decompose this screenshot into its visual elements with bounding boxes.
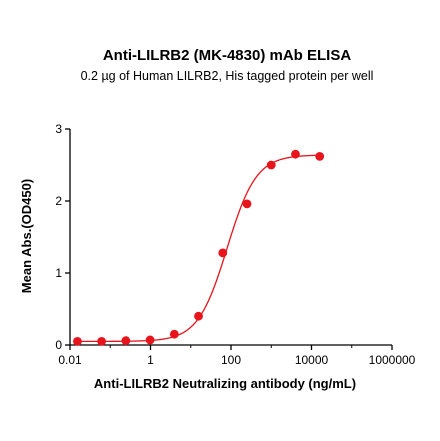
data-points-layer bbox=[73, 149, 325, 346]
y-tick-label: 3 bbox=[55, 122, 62, 136]
data-point bbox=[194, 311, 203, 321]
chart-title: Anti-LILRB2 (MK-4830) mAb ELISA bbox=[103, 47, 352, 64]
data-point bbox=[218, 248, 228, 258]
data-point bbox=[97, 337, 107, 346]
y-tick-label: 0 bbox=[55, 338, 62, 352]
data-point bbox=[145, 335, 155, 345]
x-axis-label: Anti-LILRB2 Neutralizing antibody (ng/mL… bbox=[94, 376, 356, 391]
data-point bbox=[291, 149, 300, 159]
y-tick-label: 2 bbox=[55, 194, 62, 208]
data-point bbox=[242, 199, 252, 209]
data-point bbox=[315, 151, 325, 161]
x-tick-label: 1000000 bbox=[369, 353, 416, 367]
y-tick-label: 1 bbox=[55, 266, 62, 280]
x-tick-label: 1 bbox=[147, 353, 154, 367]
axes: 0 1 2 3 0.01 1 100 10000 1000000 bbox=[55, 122, 415, 367]
data-point bbox=[169, 329, 179, 339]
y-axis-label: Mean Abs.(OD450) bbox=[19, 179, 34, 293]
x-tick-label: 0.01 bbox=[58, 353, 82, 367]
x-tick-label: 100 bbox=[221, 353, 241, 367]
chart-subtitle: 0.2 µg of Human LILRB2, His tagged prote… bbox=[81, 69, 374, 83]
data-point bbox=[121, 336, 131, 346]
x-tick-label: 10000 bbox=[295, 353, 329, 367]
data-point bbox=[266, 160, 276, 170]
data-point bbox=[73, 337, 82, 346]
